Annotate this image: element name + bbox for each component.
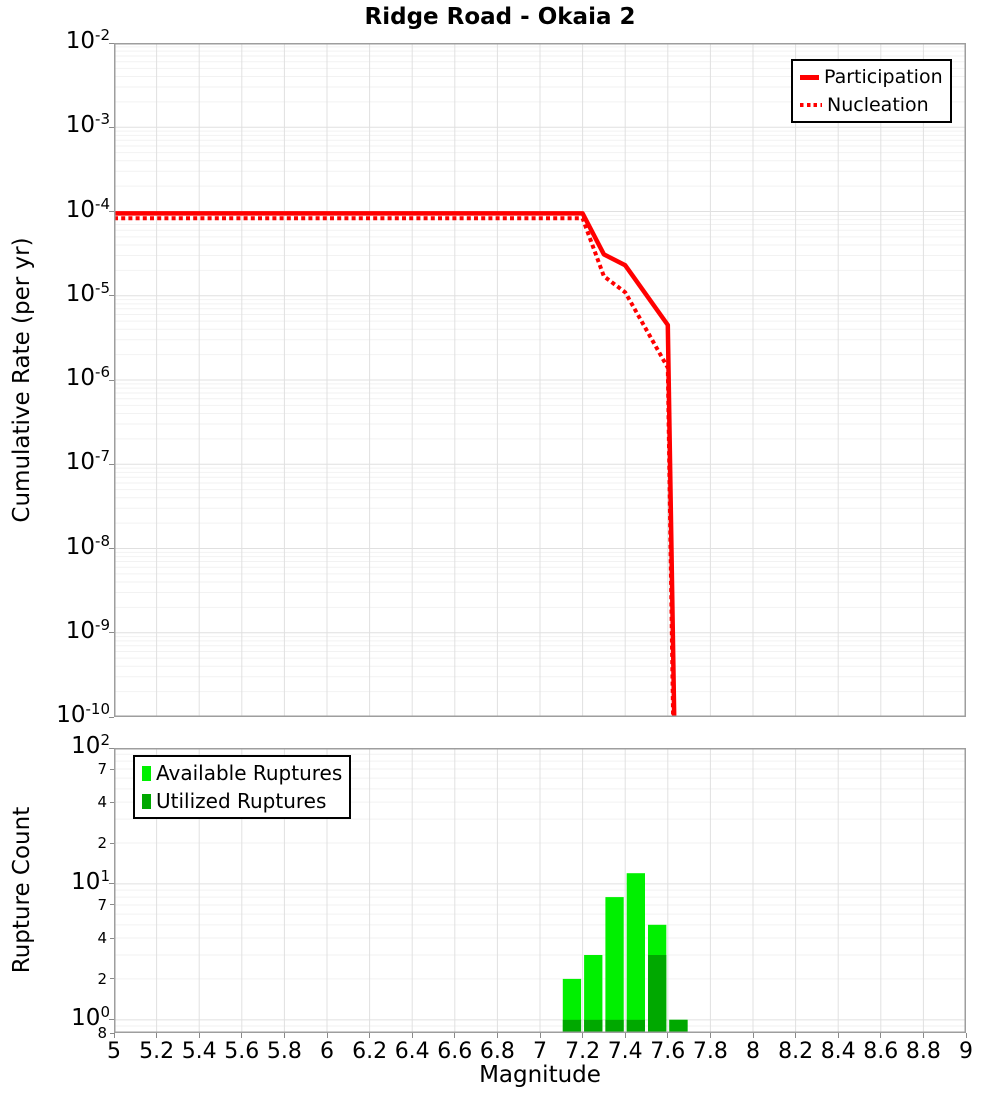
x-tick-label: 7.8 — [692, 1039, 728, 1064]
tick-mark — [109, 379, 114, 381]
rate-y-tick-label: 10-2 — [65, 26, 110, 54]
tick-mark — [582, 1033, 584, 1038]
x-tick-label: 8.2 — [778, 1039, 814, 1064]
x-tick-label: 8.4 — [820, 1039, 856, 1064]
rate-y-tick-label: 10-10 — [56, 700, 110, 728]
count-y-minor-tick-label: 2 — [97, 834, 107, 852]
x-tick-label: 6 — [320, 1039, 334, 1064]
tick-mark — [110, 904, 114, 906]
legend-item-available-ruptures: Available Ruptures — [142, 759, 342, 787]
x-tick-label: 8.8 — [905, 1039, 941, 1064]
nucleation-legend-label: Nucleation — [827, 94, 929, 116]
count-y-minor-tick-label: 7 — [97, 895, 107, 914]
tick-mark — [109, 211, 114, 212]
available-ruptures-legend-label: Available Ruptures — [156, 761, 343, 785]
tick-mark — [496, 1033, 498, 1038]
x-tick-label: 8.6 — [863, 1039, 899, 1064]
x-tick-label: 7 — [533, 1039, 547, 1064]
tick-mark — [795, 1033, 797, 1038]
tick-mark — [241, 1033, 243, 1038]
count-y-minor-tick-label: 8 — [97, 1024, 107, 1042]
tick-mark — [109, 548, 114, 549]
x-tick-label: 6.2 — [352, 1039, 388, 1064]
participation-line-swatch — [800, 74, 819, 80]
tick-mark — [369, 1033, 371, 1038]
tick-mark — [109, 42, 114, 44]
rate-y-tick-label: 10-4 — [65, 194, 110, 223]
rate-y-tick-label: 10-3 — [65, 110, 110, 139]
tick-mark — [110, 978, 114, 980]
tick-mark — [109, 126, 114, 128]
x-tick-label: 5.2 — [139, 1039, 175, 1064]
tick-mark — [109, 632, 114, 634]
x-tick-label: 5.8 — [266, 1039, 302, 1064]
tick-mark — [110, 768, 114, 770]
count-y-tick-label: 101 — [71, 866, 110, 895]
tick-mark — [283, 1033, 285, 1038]
x-tick-label: 7.6 — [650, 1039, 686, 1064]
utilized-ruptures-legend-label: Utilized Ruptures — [156, 789, 327, 813]
tick-mark — [110, 801, 114, 803]
rate-y-tick-label: 10-5 — [65, 278, 110, 307]
x-tick-label: 6.6 — [437, 1039, 473, 1064]
count-plot-legend: Available Ruptures Utilized Ruptures — [133, 755, 352, 819]
tick-mark — [454, 1033, 456, 1038]
count-y-minor-tick-label: 2 — [97, 969, 107, 988]
count-y-minor-tick-label: 4 — [97, 793, 107, 812]
x-tick-label: 5.4 — [181, 1039, 217, 1064]
tick-mark — [198, 1033, 200, 1038]
x-tick-label: 8 — [746, 1039, 760, 1064]
tick-mark — [965, 1033, 967, 1038]
rate-y-tick-label: 10-7 — [65, 447, 110, 476]
rate-y-tick-label: 10-6 — [65, 363, 110, 391]
tick-mark — [109, 295, 114, 297]
count-y-tick-label: 102 — [71, 731, 110, 759]
rate-y-tick-label: 10-9 — [65, 615, 110, 644]
x-axis-label: Magnitude — [479, 1062, 601, 1088]
tick-mark — [110, 842, 114, 844]
x-tick-label: 6.4 — [394, 1039, 430, 1064]
rate-y-tick-label: 10-8 — [65, 531, 110, 560]
tick-mark — [109, 716, 114, 718]
tick-mark — [113, 1033, 115, 1038]
tick-mark — [110, 937, 114, 939]
tick-mark — [752, 1033, 754, 1038]
tick-mark — [326, 1033, 328, 1038]
count-y-minor-tick-label: 7 — [97, 760, 107, 779]
nucleation-line-swatch — [800, 103, 822, 107]
tick-mark — [624, 1033, 626, 1038]
tick-mark — [109, 747, 114, 749]
tick-mark — [709, 1033, 711, 1038]
tick-mark — [110, 1032, 114, 1034]
tick-mark — [880, 1033, 882, 1038]
utilized-ruptures-swatch — [142, 793, 151, 809]
rate-plot-legend: Participation Nucleation — [791, 59, 952, 123]
x-tick-label: 9 — [959, 1039, 973, 1064]
tick-mark — [922, 1033, 924, 1038]
count-y-tick-label: 100 — [71, 1002, 110, 1031]
x-tick-label: 5.6 — [224, 1039, 260, 1064]
available-ruptures-swatch — [142, 765, 151, 781]
tick-mark — [109, 883, 114, 885]
x-tick-label: 7.4 — [607, 1039, 643, 1064]
tick-mark — [539, 1033, 541, 1038]
tick-mark — [156, 1033, 158, 1038]
x-tick-label: 6.8 — [479, 1039, 515, 1064]
tick-mark — [837, 1033, 839, 1038]
rupture-count-plot — [114, 748, 966, 1033]
legend-item-utilized-ruptures: Utilized Ruptures — [142, 787, 342, 815]
count-y-minor-tick-label: 4 — [97, 929, 107, 947]
x-tick-label: 5 — [107, 1039, 121, 1064]
tick-mark — [109, 1019, 114, 1021]
tick-mark — [667, 1033, 669, 1038]
tick-mark — [411, 1033, 413, 1038]
tick-mark — [109, 463, 114, 465]
cumulative-rate-plot — [114, 43, 966, 717]
chart-title: Ridge Road - Okaia 2 — [364, 4, 636, 30]
participation-legend-label: Participation — [824, 66, 943, 88]
legend-item-nucleation: Nucleation — [800, 91, 943, 119]
legend-item-participation: Participation — [800, 63, 943, 91]
x-tick-label: 7.2 — [565, 1039, 601, 1064]
